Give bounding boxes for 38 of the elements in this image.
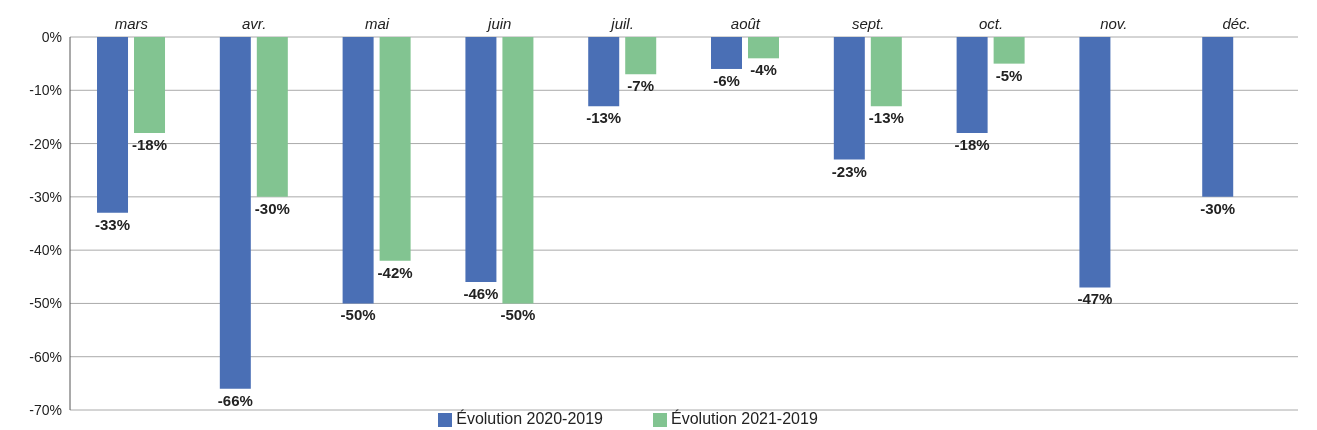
data-label: -6% bbox=[713, 71, 740, 89]
data-label: -18% bbox=[132, 135, 168, 153]
y-tick-label: -20% bbox=[29, 135, 62, 152]
data-label: -46% bbox=[463, 285, 499, 303]
legend-label: Évolution 2020-2019 bbox=[456, 410, 603, 427]
x-tick-label: oct. bbox=[978, 15, 1004, 32]
x-tick-label: mai bbox=[364, 15, 390, 32]
x-tick-label: mars bbox=[114, 15, 149, 32]
data-label: -4% bbox=[750, 61, 777, 79]
y-tick-label: -10% bbox=[29, 82, 62, 99]
y-tick-label: 0% bbox=[41, 28, 62, 45]
x-tick-label: avr. bbox=[241, 15, 267, 32]
y-tick-label: -70% bbox=[29, 401, 62, 418]
y-tick-label: -30% bbox=[29, 188, 62, 205]
data-label: -18% bbox=[954, 135, 990, 153]
x-tick-label: juil. bbox=[609, 15, 634, 32]
x-tick-label: juin bbox=[486, 15, 512, 32]
x-tick-label: déc. bbox=[1222, 15, 1251, 32]
data-label: -7% bbox=[627, 77, 655, 95]
data-label: -50% bbox=[500, 306, 536, 324]
data-label: -66% bbox=[217, 391, 253, 409]
data-label: -42% bbox=[377, 263, 413, 281]
data-label: -13% bbox=[586, 109, 622, 127]
data-label: -5% bbox=[995, 66, 1023, 84]
data-label: -23% bbox=[831, 162, 867, 180]
data-label: -30% bbox=[1200, 199, 1236, 217]
y-tick-label: -50% bbox=[29, 295, 62, 312]
x-tick-label: nov. bbox=[1100, 15, 1128, 32]
data-label: -50% bbox=[340, 306, 376, 324]
y-tick-label: -60% bbox=[29, 348, 62, 365]
data-label: -47% bbox=[1077, 290, 1113, 308]
legend-label: Évolution 2021-2019 bbox=[671, 410, 818, 427]
data-label: -30% bbox=[254, 199, 290, 217]
y-tick-label: -40% bbox=[29, 242, 62, 259]
data-label: -33% bbox=[95, 215, 131, 233]
x-tick-label: août bbox=[730, 15, 761, 32]
x-tick-label: sept. bbox=[851, 15, 885, 32]
data-label: -13% bbox=[868, 109, 904, 127]
